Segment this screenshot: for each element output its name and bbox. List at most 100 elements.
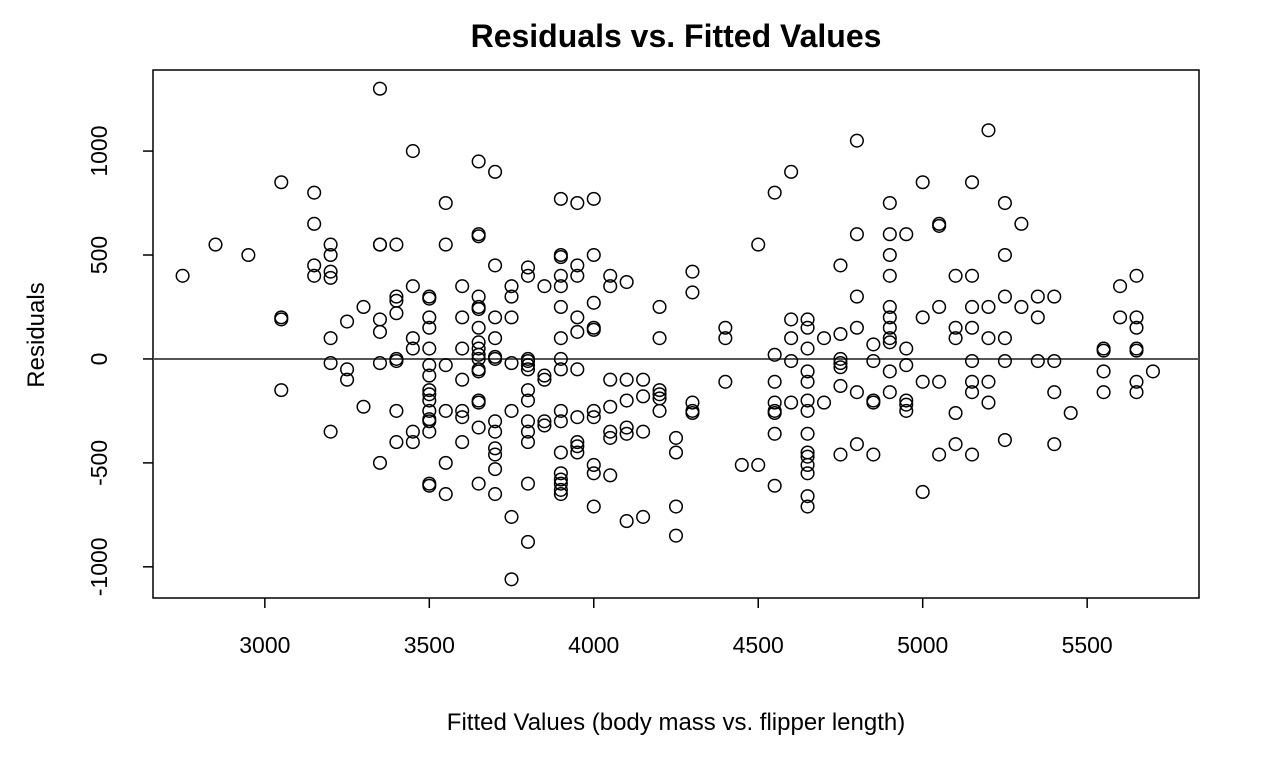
- data-point: [488, 310, 503, 325]
- data-point: [570, 445, 585, 460]
- data-point: [899, 397, 914, 412]
- data-point: [323, 331, 338, 346]
- data-point: [422, 341, 437, 356]
- plot-area-frame: [152, 69, 1200, 599]
- data-point: [1129, 320, 1144, 335]
- data-point: [1047, 289, 1062, 304]
- data-point: [488, 164, 503, 179]
- data-point: [636, 509, 651, 524]
- data-point: [504, 310, 519, 325]
- data-point: [438, 358, 453, 373]
- data-point: [619, 372, 634, 387]
- data-point: [800, 457, 815, 473]
- data-point: [520, 383, 536, 398]
- data-point: [603, 430, 618, 445]
- data-point: [520, 414, 536, 429]
- data-point: [307, 216, 322, 231]
- data-point: [586, 191, 601, 206]
- data-point: [455, 372, 470, 387]
- data-point: [652, 403, 667, 418]
- data-point: [636, 424, 651, 439]
- data-point: [1030, 289, 1045, 304]
- data-point: [1129, 268, 1144, 283]
- data-point: [570, 439, 585, 454]
- data-point: [553, 331, 568, 346]
- data-point: [1030, 310, 1045, 325]
- y-axis: -1000 -500 0 500 1000: [86, 125, 153, 596]
- data-point: [685, 264, 700, 279]
- data-point: [570, 435, 585, 450]
- data-point: [340, 362, 355, 377]
- data-point: [422, 291, 437, 306]
- data-point: [603, 372, 618, 387]
- data-point: [455, 410, 470, 425]
- data-point: [488, 331, 503, 346]
- data-point: [668, 445, 684, 460]
- data-point: [668, 528, 684, 543]
- x-tick-label: 4500: [733, 632, 784, 658]
- data-point: [866, 353, 881, 369]
- data-point: [849, 289, 864, 304]
- data-point: [652, 383, 667, 398]
- data-point: [882, 385, 897, 400]
- data-point: [603, 279, 618, 294]
- data-point: [767, 395, 782, 410]
- data-point: [685, 405, 700, 421]
- x-tick-label: 5000: [897, 632, 948, 658]
- data-point: [553, 445, 568, 460]
- data-point: [586, 295, 601, 310]
- data-point: [718, 320, 733, 335]
- data-point: [964, 320, 980, 335]
- data-point: [372, 455, 388, 470]
- data-point: [520, 534, 536, 549]
- data-point: [932, 447, 947, 462]
- data-point: [882, 335, 897, 350]
- data-point: [800, 466, 815, 481]
- data-point: [307, 268, 322, 283]
- data-point: [882, 247, 897, 263]
- data-point: [800, 320, 815, 335]
- data-point: [455, 310, 470, 325]
- data-point: [833, 258, 848, 273]
- data-point: [537, 368, 552, 383]
- data-point: [668, 499, 684, 514]
- data-point: [307, 258, 322, 273]
- data-point: [997, 331, 1012, 346]
- data-point: [964, 268, 980, 283]
- data-point: [866, 337, 881, 352]
- data-point: [520, 362, 536, 377]
- data-point: [981, 374, 996, 389]
- data-point: [241, 247, 256, 263]
- data-point: [553, 476, 568, 491]
- data-point: [800, 449, 815, 464]
- data-point: [553, 403, 568, 418]
- data-point: [685, 395, 700, 410]
- data-point: [899, 393, 914, 408]
- data-point: [784, 164, 799, 179]
- data-point: [537, 279, 552, 294]
- data-point: [652, 299, 667, 315]
- data-point: [899, 358, 914, 373]
- data-point: [520, 358, 536, 373]
- data-point: [389, 237, 404, 252]
- data-point: [1145, 364, 1160, 379]
- data-point: [586, 410, 601, 425]
- data-point: [603, 268, 618, 283]
- data-point: [438, 237, 453, 252]
- data-point: [372, 356, 388, 371]
- data-point: [915, 374, 930, 389]
- data-point: [948, 437, 963, 452]
- data-point: [274, 312, 289, 327]
- data-point: [274, 175, 289, 190]
- data-point: [422, 383, 437, 398]
- data-point: [652, 331, 667, 346]
- data-point: [800, 499, 815, 514]
- data-point: [1113, 279, 1128, 294]
- data-point: [422, 320, 437, 335]
- data-point: [553, 268, 568, 283]
- data-point: [323, 264, 338, 279]
- data-point: [323, 424, 338, 439]
- data-point: [833, 326, 848, 342]
- data-point: [800, 341, 815, 356]
